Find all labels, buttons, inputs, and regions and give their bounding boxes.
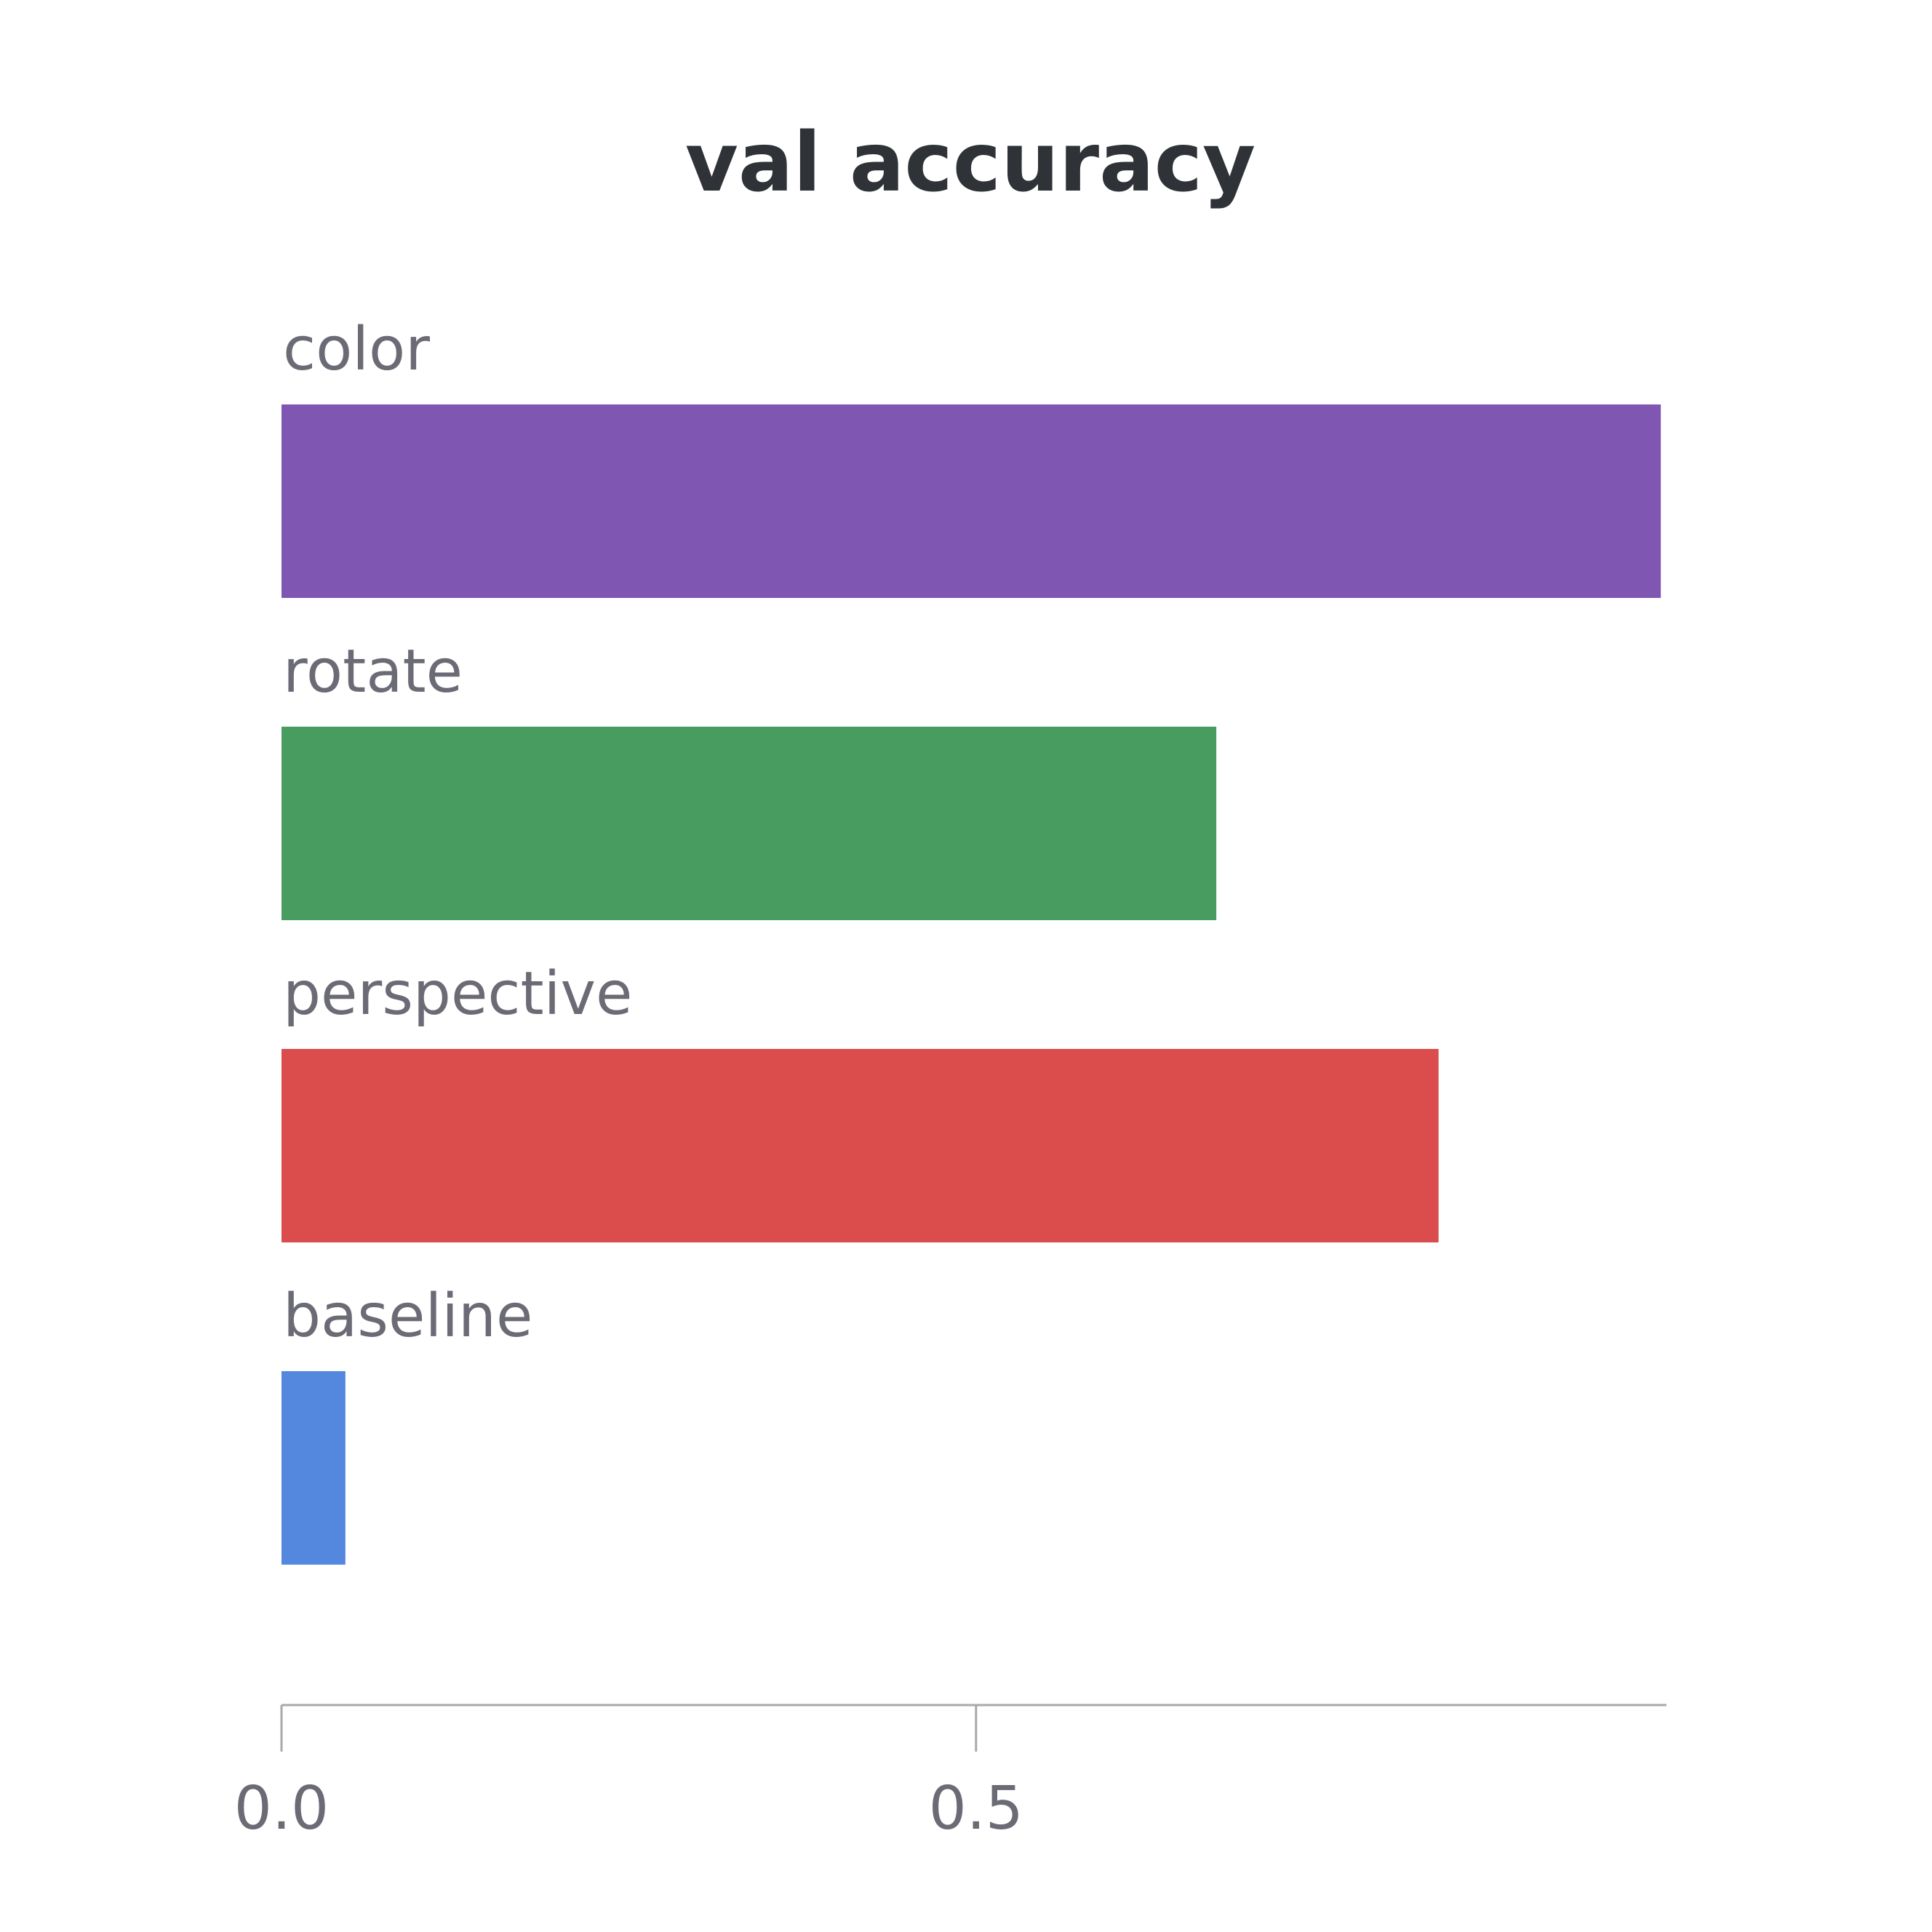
x-tick-label: 0.0 xyxy=(234,1774,329,1843)
chart-title: val accuracy xyxy=(685,116,1256,210)
bar-rotate xyxy=(282,727,1217,920)
category-label-perspective: perspective xyxy=(283,959,632,1029)
category-label-color: color xyxy=(283,315,430,384)
bar-baseline xyxy=(282,1371,346,1565)
category-label-rotate: rotate xyxy=(283,637,463,706)
bar-perspective xyxy=(282,1049,1439,1242)
category-label-baseline: baseline xyxy=(283,1282,532,1351)
bar-color xyxy=(282,404,1661,598)
bars-layer xyxy=(282,404,1661,1565)
x-tick-label: 0.5 xyxy=(929,1774,1023,1843)
x-axis: 0.0 0.5 xyxy=(234,1704,1666,1843)
category-labels: color rotate perspective baseline xyxy=(283,315,632,1351)
